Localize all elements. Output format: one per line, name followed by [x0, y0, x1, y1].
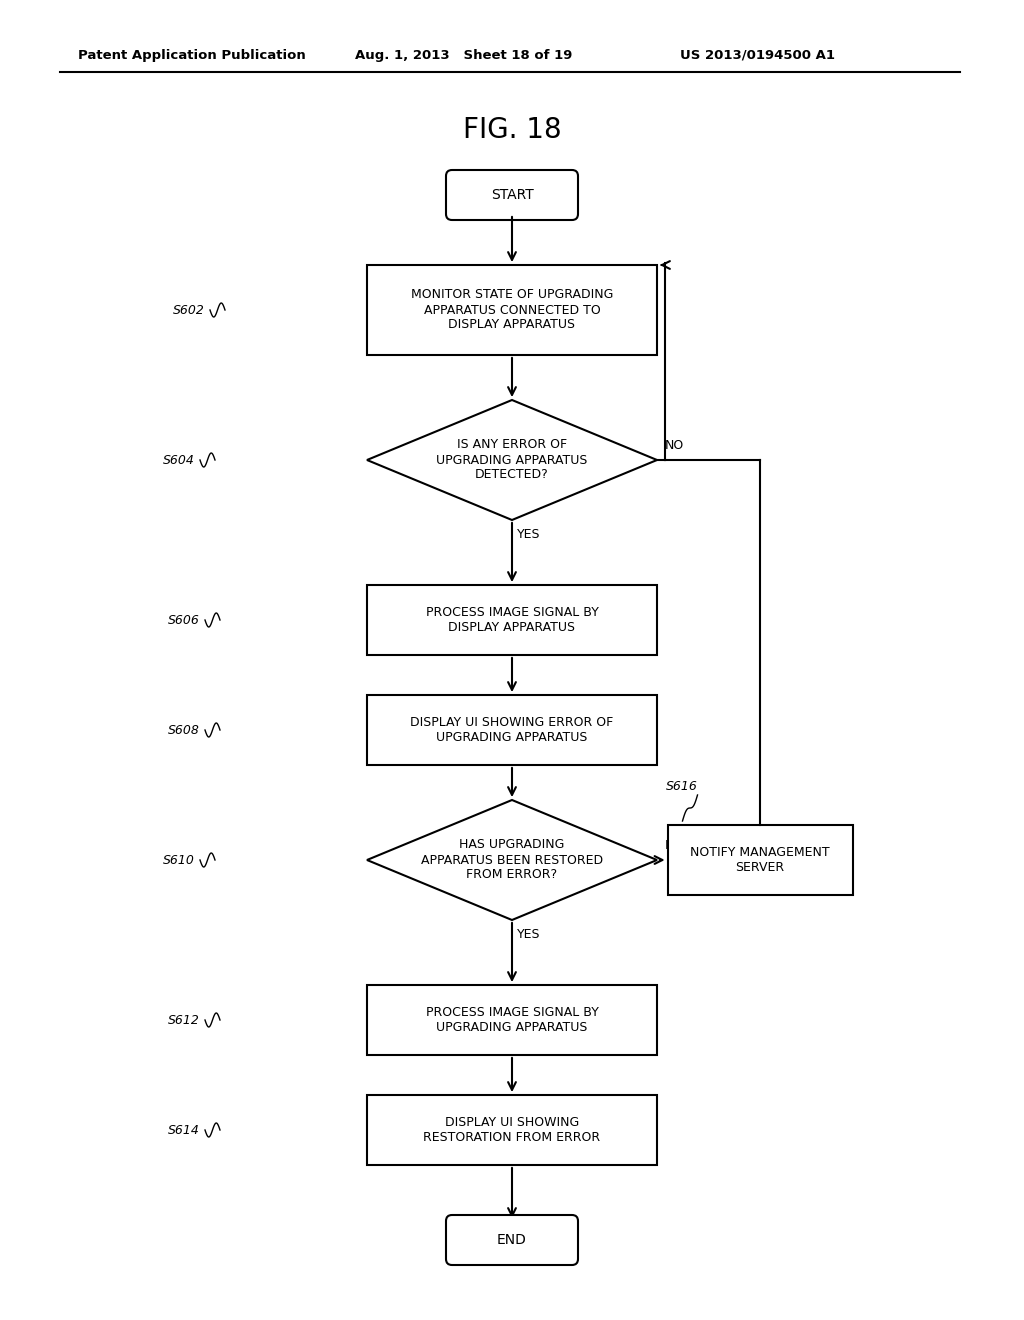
Bar: [367, 985, 657, 1055]
Text: YES: YES: [517, 528, 541, 541]
Bar: [367, 265, 657, 355]
Text: S614: S614: [168, 1123, 200, 1137]
Text: NO: NO: [665, 840, 684, 851]
Text: DISPLAY UI SHOWING
RESTORATION FROM ERROR: DISPLAY UI SHOWING RESTORATION FROM ERRO…: [424, 1115, 600, 1144]
Text: S602: S602: [173, 304, 205, 317]
Text: S604: S604: [163, 454, 195, 466]
Text: PROCESS IMAGE SIGNAL BY
UPGRADING APPARATUS: PROCESS IMAGE SIGNAL BY UPGRADING APPARA…: [426, 1006, 598, 1034]
Text: S610: S610: [163, 854, 195, 866]
FancyBboxPatch shape: [446, 1214, 578, 1265]
Text: US 2013/0194500 A1: US 2013/0194500 A1: [680, 49, 835, 62]
Text: YES: YES: [517, 928, 541, 941]
Text: S608: S608: [168, 723, 200, 737]
Bar: [367, 1096, 657, 1166]
Polygon shape: [367, 400, 657, 520]
Text: MONITOR STATE OF UPGRADING
APPARATUS CONNECTED TO
DISPLAY APPARATUS: MONITOR STATE OF UPGRADING APPARATUS CON…: [411, 289, 613, 331]
Text: Aug. 1, 2013   Sheet 18 of 19: Aug. 1, 2013 Sheet 18 of 19: [355, 49, 572, 62]
Text: Patent Application Publication: Patent Application Publication: [78, 49, 306, 62]
Text: FIG. 18: FIG. 18: [463, 116, 561, 144]
Bar: [668, 825, 853, 895]
Bar: [367, 696, 657, 766]
FancyBboxPatch shape: [446, 170, 578, 220]
Bar: [367, 585, 657, 655]
Text: DISPLAY UI SHOWING ERROR OF
UPGRADING APPARATUS: DISPLAY UI SHOWING ERROR OF UPGRADING AP…: [411, 715, 613, 744]
Text: START: START: [490, 187, 534, 202]
Text: NO: NO: [665, 440, 684, 451]
Text: END: END: [497, 1233, 527, 1247]
Text: NOTIFY MANAGEMENT
SERVER: NOTIFY MANAGEMENT SERVER: [690, 846, 829, 874]
Text: S612: S612: [168, 1014, 200, 1027]
Text: PROCESS IMAGE SIGNAL BY
DISPLAY APPARATUS: PROCESS IMAGE SIGNAL BY DISPLAY APPARATU…: [426, 606, 598, 634]
Polygon shape: [367, 800, 657, 920]
Text: S606: S606: [168, 614, 200, 627]
Text: HAS UPGRADING
APPARATUS BEEN RESTORED
FROM ERROR?: HAS UPGRADING APPARATUS BEEN RESTORED FR…: [421, 838, 603, 882]
Text: IS ANY ERROR OF
UPGRADING APPARATUS
DETECTED?: IS ANY ERROR OF UPGRADING APPARATUS DETE…: [436, 438, 588, 482]
Text: S616: S616: [666, 780, 697, 793]
